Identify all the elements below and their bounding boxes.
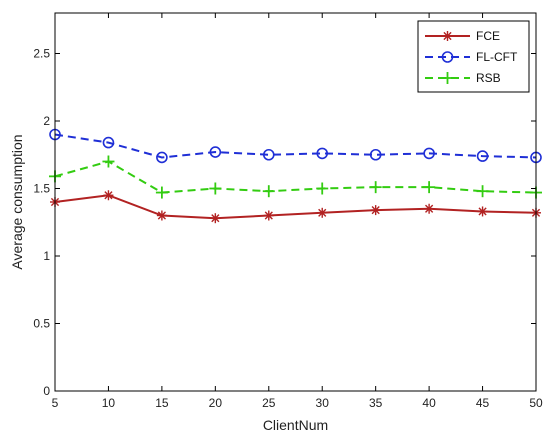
data-point-rsb — [316, 182, 329, 195]
data-point-fl-cft — [369, 148, 382, 161]
data-point-fl-cft — [156, 151, 168, 164]
data-point-fce — [424, 203, 435, 214]
data-point-rsb — [209, 182, 222, 195]
series-line-fce — [54, 194, 537, 220]
legend-box — [417, 20, 530, 93]
plot-frame — [54, 12, 537, 392]
x-tick-label: 40 — [422, 396, 436, 410]
data-point-fce — [317, 207, 328, 218]
y-axis-title: Average consumption — [9, 134, 25, 269]
y-tick-label: 0 — [43, 384, 50, 398]
legend-marker-rsb — [441, 72, 454, 84]
tick-layer: 5 10 15 20 25 30 35 40 45 50 0 0.5 1 1.5 2 2.5 — [33, 13, 543, 410]
y-tick-label: 1.5 — [33, 182, 50, 196]
series-line-fl-cft — [54, 133, 537, 159]
x-tick-label: 35 — [369, 396, 383, 410]
x-tick-label: 30 — [316, 396, 330, 410]
x-tick-label: 25 — [262, 396, 276, 410]
y-tick-label: 2 — [43, 114, 50, 128]
y-tick-label: 0.5 — [33, 317, 50, 331]
x-tick-label: 15 — [155, 396, 169, 410]
x-tick-label: 5 — [52, 396, 59, 410]
y-tick-label: 1 — [43, 249, 50, 263]
data-point-rsb — [423, 181, 436, 194]
data-point-fce — [156, 210, 167, 221]
data-point-fl-cft — [209, 146, 222, 158]
legend-marker-fl-cft — [441, 51, 454, 63]
data-point-fce — [103, 190, 114, 201]
x-tick-label: 45 — [476, 396, 490, 410]
legend-label-fce: FCE — [476, 29, 500, 43]
legend-label-fl-cft: FL-CFT — [476, 50, 518, 64]
data-point-fl-cft — [423, 147, 435, 160]
data-point-fce — [210, 213, 221, 224]
data-point-rsb — [102, 155, 115, 168]
legend-label-rsb: RSB — [476, 71, 501, 85]
data-point-rsb — [476, 185, 489, 198]
y-tick-label: 2.5 — [33, 47, 50, 61]
x-tick-label: 50 — [529, 396, 543, 410]
legend-marker-fce — [442, 31, 453, 41]
x-tick-label: 10 — [102, 396, 116, 410]
legend: FCE FL-CFT RSB — [417, 20, 530, 93]
x-axis-title: ClientNum — [263, 417, 328, 433]
data-point-rsb — [155, 186, 168, 199]
data-point-fl-cft — [262, 148, 275, 161]
series-line-rsb — [54, 160, 537, 194]
data-point-fce — [370, 205, 381, 216]
data-point-fl-cft — [316, 147, 329, 160]
data-point-fl-cft — [102, 136, 115, 149]
x-tick-label: 20 — [209, 396, 223, 410]
data-point-rsb — [262, 185, 275, 198]
data-point-fl-cft — [476, 150, 489, 162]
data-point-fce — [477, 206, 488, 217]
data-point-rsb — [369, 181, 382, 194]
data-point-fce — [263, 210, 274, 221]
